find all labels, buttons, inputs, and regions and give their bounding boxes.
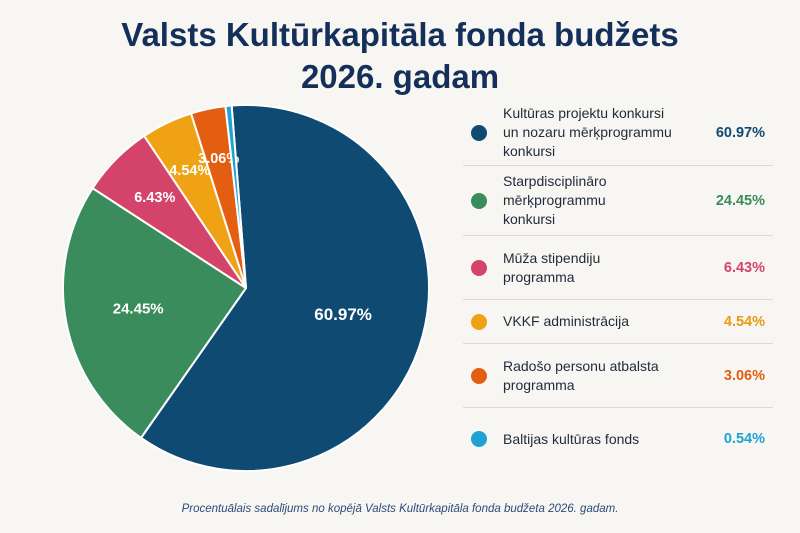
legend-value: 4.54% [723,313,765,330]
legend-swatch [471,367,487,384]
legend-label-line: Baltijas kultūras fonds [503,430,640,447]
pie-slice [140,104,430,472]
legend-item: Mūža stipendiju programma 6.43% [463,236,773,300]
legend-swatch [471,313,487,330]
legend-value: 24.45% [715,192,765,209]
legend-label-line: Radošo personu atbalsta [503,357,659,374]
chart-title-line-2: 2026. gadam [300,58,500,95]
legend-label-line: konkursi [503,143,556,159]
slice-data-label: 3.06% [198,151,239,167]
legend-label-line: un nozaru mērķprogrammu [503,124,672,140]
legend-label: Radošo personu atbalsta programma [503,357,724,395]
legend-label: Starpdisciplināro mērķprogrammu konkursi [503,172,716,229]
legend-label-line: Starpdisciplināro [503,173,607,189]
legend-value: 0.54% [723,431,765,447]
legend-label-line: Mūža stipendiju [503,249,601,266]
slice-data-label: 4.54% [169,163,210,179]
legend-label: VKKF administrācija [503,312,724,331]
slice-data-label: 60.97% [314,305,372,324]
slice-data-label: 6.43% [134,190,175,206]
legend-label-line: programma [503,376,575,393]
pie-slice [62,187,247,439]
legend-swatch [471,124,487,141]
legend-value: 6.43% [723,259,765,276]
legend-swatch [471,259,487,276]
legend-label-line: programma [503,268,575,285]
pie-slice [224,104,247,289]
legend-label: Baltijas kultūras fonds [503,430,724,449]
legend-item: VKKF administrācija 4.54% [463,300,773,344]
legend-value: 3.06% [723,367,765,384]
chart-legend: Kultūras projektu konkursi un nozaru mērķ… [463,100,773,470]
legend-item: Starpdisciplināro mērķprogrammu konkursi 24… [463,166,773,236]
legend-item: Baltijas kultūras fonds 0.54% [463,408,773,470]
legend-item: Kultūras projektu konkursi un nozaru mērķ… [463,100,773,166]
legend-label: Kultūras projektu konkursi un nozaru mērķ… [503,104,716,161]
legend-label-line: konkursi [503,211,556,227]
legend-label-line: Kultūras projektu konkursi [503,105,665,121]
legend-item: Radošo personu atbalsta programma 3.06% [463,344,773,408]
chart-title: Valsts Kultūrkapitāla fonda budžets 2026… [0,14,800,98]
legend-swatch [471,431,487,447]
legend-swatch [471,192,487,209]
slice-data-label: 24.45% [113,300,164,317]
legend-label: Mūža stipendiju programma [503,249,724,287]
legend-label-line: mērķprogrammu [503,192,606,208]
legend-value: 60.97% [715,124,765,141]
chart-title-line-1: Valsts Kultūrkapitāla fonda budžets [121,16,679,53]
chart-footnote: Procentuālais sadalījums no kopējā Valst… [181,503,619,515]
legend-label-line: VKKF administrācija [503,313,630,329]
